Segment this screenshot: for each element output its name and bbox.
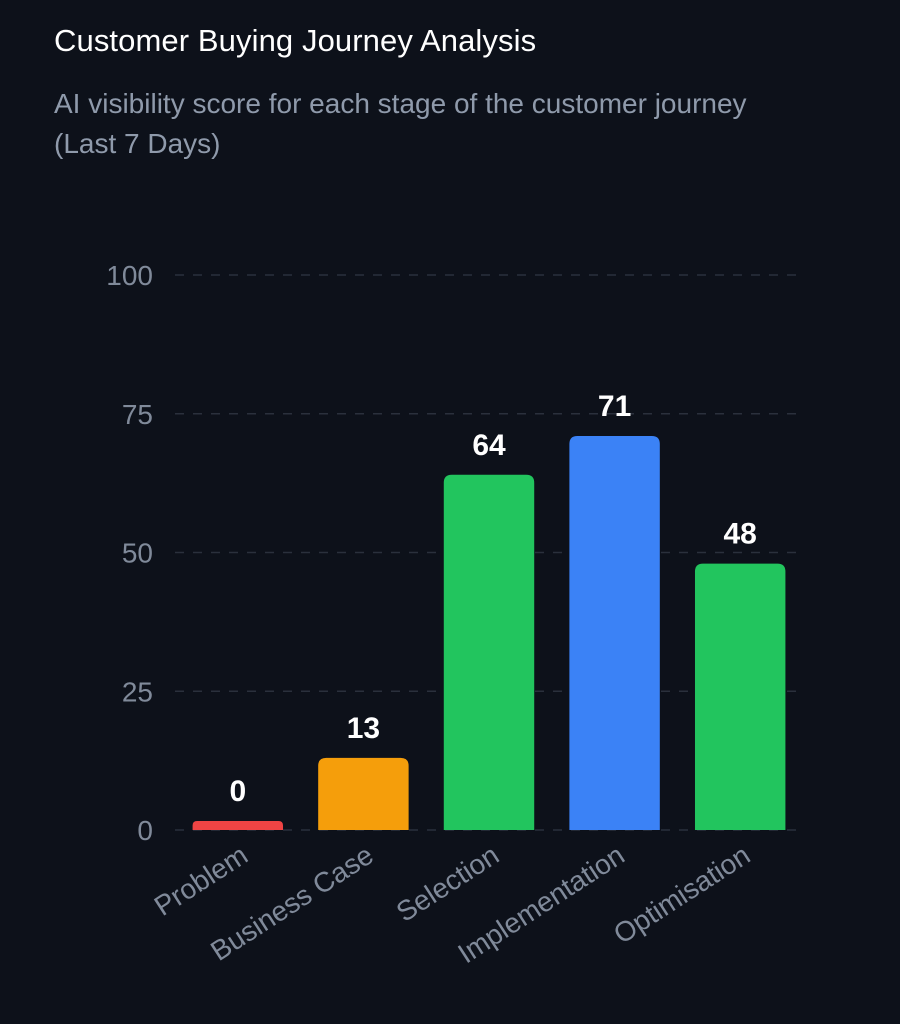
bar-selection[interactable] [443, 474, 535, 830]
bar-problem[interactable] [192, 821, 284, 830]
data-label: 64 [472, 429, 506, 462]
data-labels: 0 13 64 71 48 [229, 390, 756, 808]
bar-business-case[interactable] [318, 757, 409, 830]
bars [192, 435, 786, 830]
data-label: 48 [724, 518, 757, 551]
data-label: 71 [598, 390, 631, 423]
data-label: 0 [229, 775, 246, 808]
bar-optimisation[interactable] [694, 563, 786, 830]
y-tick-label: 0 [137, 815, 153, 846]
x-tick-label: Selection [391, 839, 504, 928]
bar-implementation[interactable] [569, 435, 660, 830]
x-tick-label: Problem [149, 839, 253, 922]
chart-subtitle: AI visibility score for each stage of th… [54, 88, 747, 159]
y-axis-ticks: 0 25 50 75 100 [106, 260, 153, 846]
x-tick-label: Optimisation [608, 839, 755, 950]
data-label: 13 [347, 712, 380, 745]
y-tick-label: 75 [122, 399, 153, 430]
y-tick-label: 100 [106, 260, 153, 291]
y-tick-label: 50 [122, 538, 153, 569]
y-tick-label: 25 [122, 676, 153, 707]
chart-title: Customer Buying Journey Analysis [54, 23, 537, 58]
